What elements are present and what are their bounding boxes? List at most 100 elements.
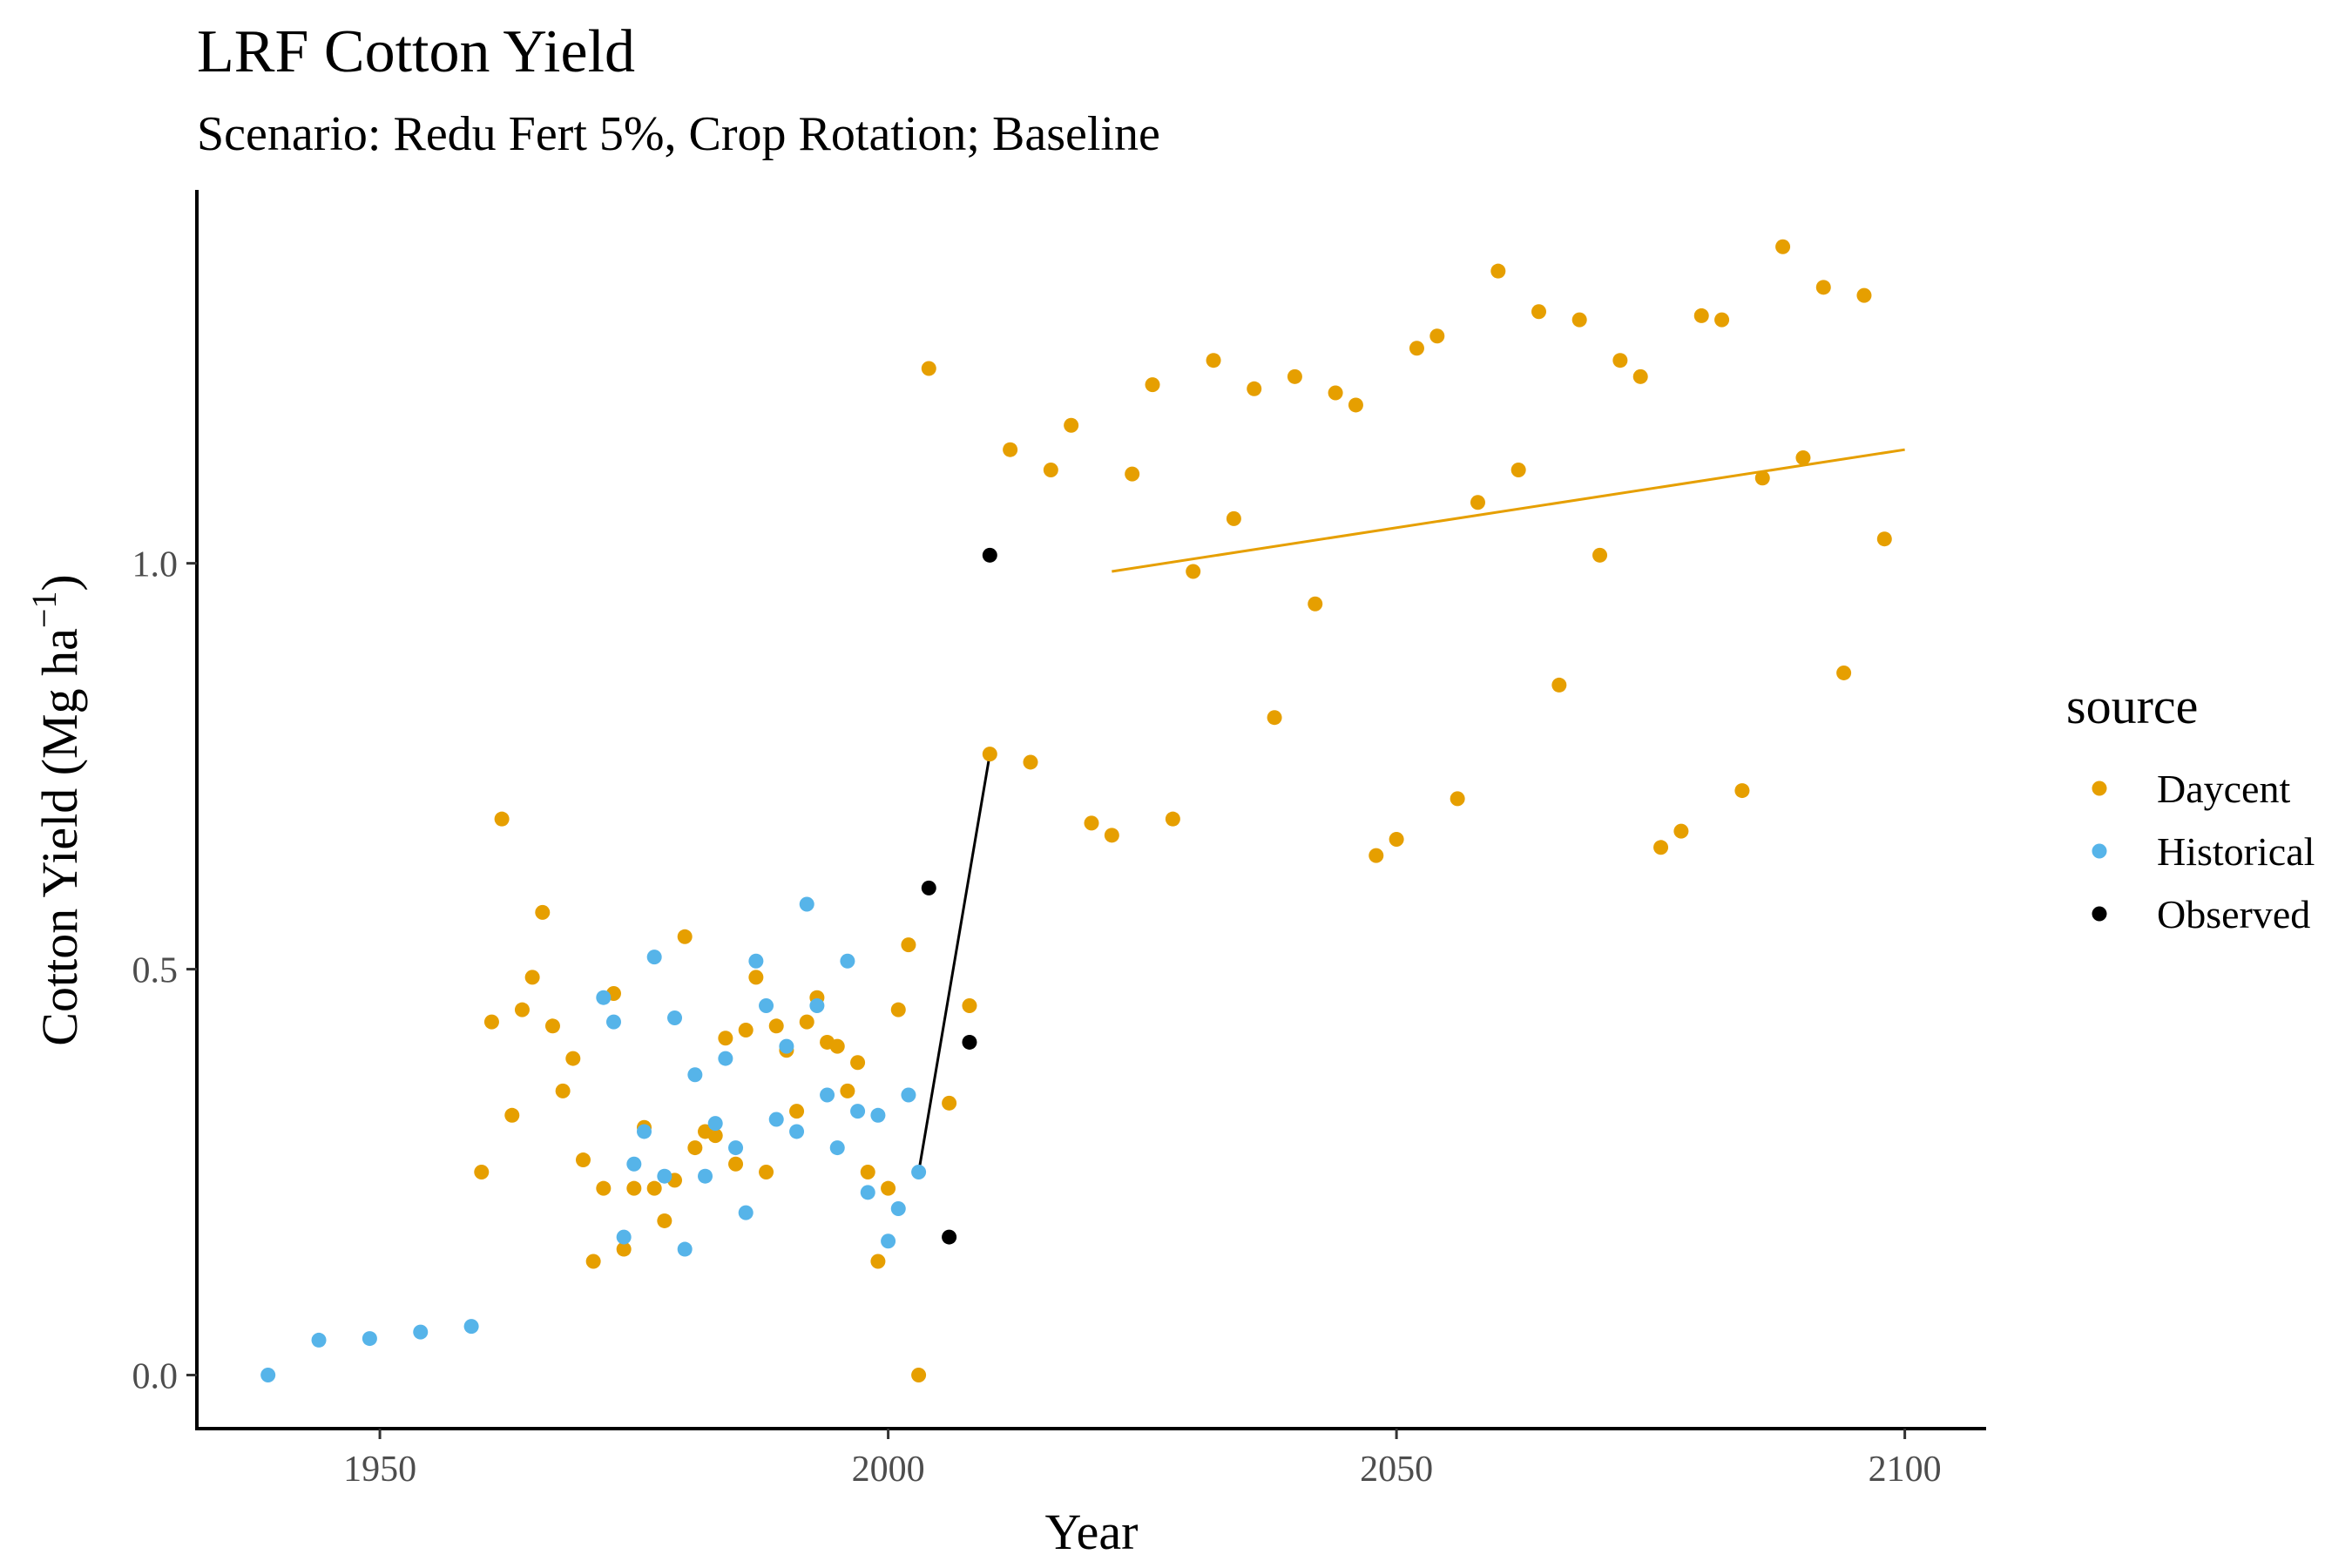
point-daycent [901, 937, 916, 953]
point-daycent [860, 1165, 875, 1180]
point-daycent [514, 1002, 530, 1017]
point-daycent [982, 747, 997, 762]
point-daycent [1531, 304, 1546, 320]
point-historical [698, 1168, 713, 1184]
plot-panel [260, 239, 1905, 1382]
legend-label-observed: Observed [2157, 892, 2310, 936]
y-tick-label: 1.0 [132, 545, 179, 585]
x-axis-title: Year [1045, 1504, 1139, 1560]
point-daycent [555, 1083, 571, 1098]
point-daycent [850, 1055, 866, 1071]
point-daycent [1450, 791, 1465, 807]
point-historical [860, 1185, 875, 1200]
x-axis-ticks: 1950 2000 2050 2100 [343, 1429, 1942, 1490]
point-historical [820, 1087, 835, 1103]
point-historical [809, 998, 825, 1014]
point-daycent [921, 361, 936, 376]
y-axis-title: Cotton Yield (Mg ha−1) [24, 574, 88, 1045]
point-daycent [1084, 815, 1099, 831]
chart-subtitle: Scenario: Redu Fert 5%, Crop Rotation; B… [197, 107, 1160, 161]
point-daycent [524, 970, 540, 985]
point-daycent [1612, 353, 1628, 368]
point-historical [870, 1107, 886, 1123]
point-historical [616, 1229, 632, 1245]
point-historical [657, 1168, 672, 1184]
point-daycent [789, 1104, 805, 1119]
point-historical [677, 1241, 693, 1257]
point-daycent [483, 1014, 499, 1030]
point-observed [982, 547, 997, 563]
point-daycent [1876, 531, 1892, 547]
point-historical [789, 1124, 805, 1139]
x-tick-label: 2000 [852, 1450, 925, 1490]
point-daycent [911, 1367, 927, 1382]
point-daycent [1429, 328, 1445, 344]
point-daycent [1389, 831, 1404, 847]
point-daycent [1023, 754, 1038, 770]
point-historical [707, 1116, 723, 1132]
point-daycent [616, 1241, 632, 1257]
point-daycent [1836, 665, 1852, 680]
point-historical [646, 950, 662, 965]
point-daycent [1775, 239, 1791, 254]
point-daycent [1043, 462, 1058, 477]
point-daycent [1003, 442, 1018, 457]
point-observed [942, 1229, 957, 1245]
legend: source Daycent Historical Observed [2066, 678, 2315, 936]
point-daycent [890, 1002, 906, 1017]
point-historical [596, 990, 612, 1005]
point-daycent [1551, 677, 1567, 693]
legend-key-historical [2092, 843, 2107, 859]
point-daycent [1673, 823, 1689, 839]
point-historical [687, 1067, 703, 1083]
point-daycent [1795, 450, 1811, 466]
point-historical [890, 1200, 906, 1216]
point-daycent [585, 1254, 601, 1269]
point-historical [728, 1140, 744, 1156]
legend-key-daycent [2092, 781, 2107, 796]
point-daycent [1571, 312, 1587, 328]
point-historical [667, 1010, 683, 1025]
y-tick-label: 0.5 [132, 951, 179, 991]
chart-title: LRF Cotton Yield [197, 18, 635, 85]
point-daycent [829, 1038, 845, 1054]
point-daycent [1145, 377, 1160, 393]
point-daycent [535, 904, 551, 920]
y-tick-label: 0.0 [132, 1356, 179, 1396]
point-daycent [728, 1156, 744, 1172]
point-daycent [1328, 385, 1343, 401]
point-daycent [657, 1213, 672, 1228]
point-daycent [738, 1022, 754, 1037]
point-daycent [1815, 280, 1831, 295]
legend-title: source [2066, 678, 2198, 734]
point-historical [626, 1156, 642, 1172]
point-historical [718, 1051, 733, 1066]
point-historical [911, 1165, 927, 1180]
point-historical [850, 1104, 866, 1119]
point-daycent [768, 1018, 784, 1034]
point-daycent [881, 1180, 896, 1196]
point-daycent [544, 1018, 560, 1034]
point-daycent [718, 1031, 733, 1046]
point-daycent [1734, 783, 1750, 799]
point-historical [748, 953, 764, 969]
point-daycent [1856, 287, 1872, 303]
point-daycent [646, 1180, 662, 1196]
point-daycent [1125, 466, 1140, 482]
point-daycent [1308, 596, 1323, 612]
point-historical [362, 1331, 377, 1347]
point-daycent [1592, 547, 1608, 563]
point-daycent [962, 998, 977, 1014]
legend-key-observed [2092, 906, 2107, 922]
point-historical [463, 1319, 479, 1335]
point-daycent [1490, 263, 1506, 279]
point-historical [311, 1332, 327, 1348]
point-daycent [759, 1165, 774, 1180]
point-daycent [504, 1107, 520, 1123]
y-axis-title-close: ) [31, 574, 88, 591]
point-historical [840, 953, 855, 969]
point-daycent [1206, 353, 1221, 368]
point-daycent [575, 1152, 591, 1168]
point-historical [637, 1124, 652, 1139]
